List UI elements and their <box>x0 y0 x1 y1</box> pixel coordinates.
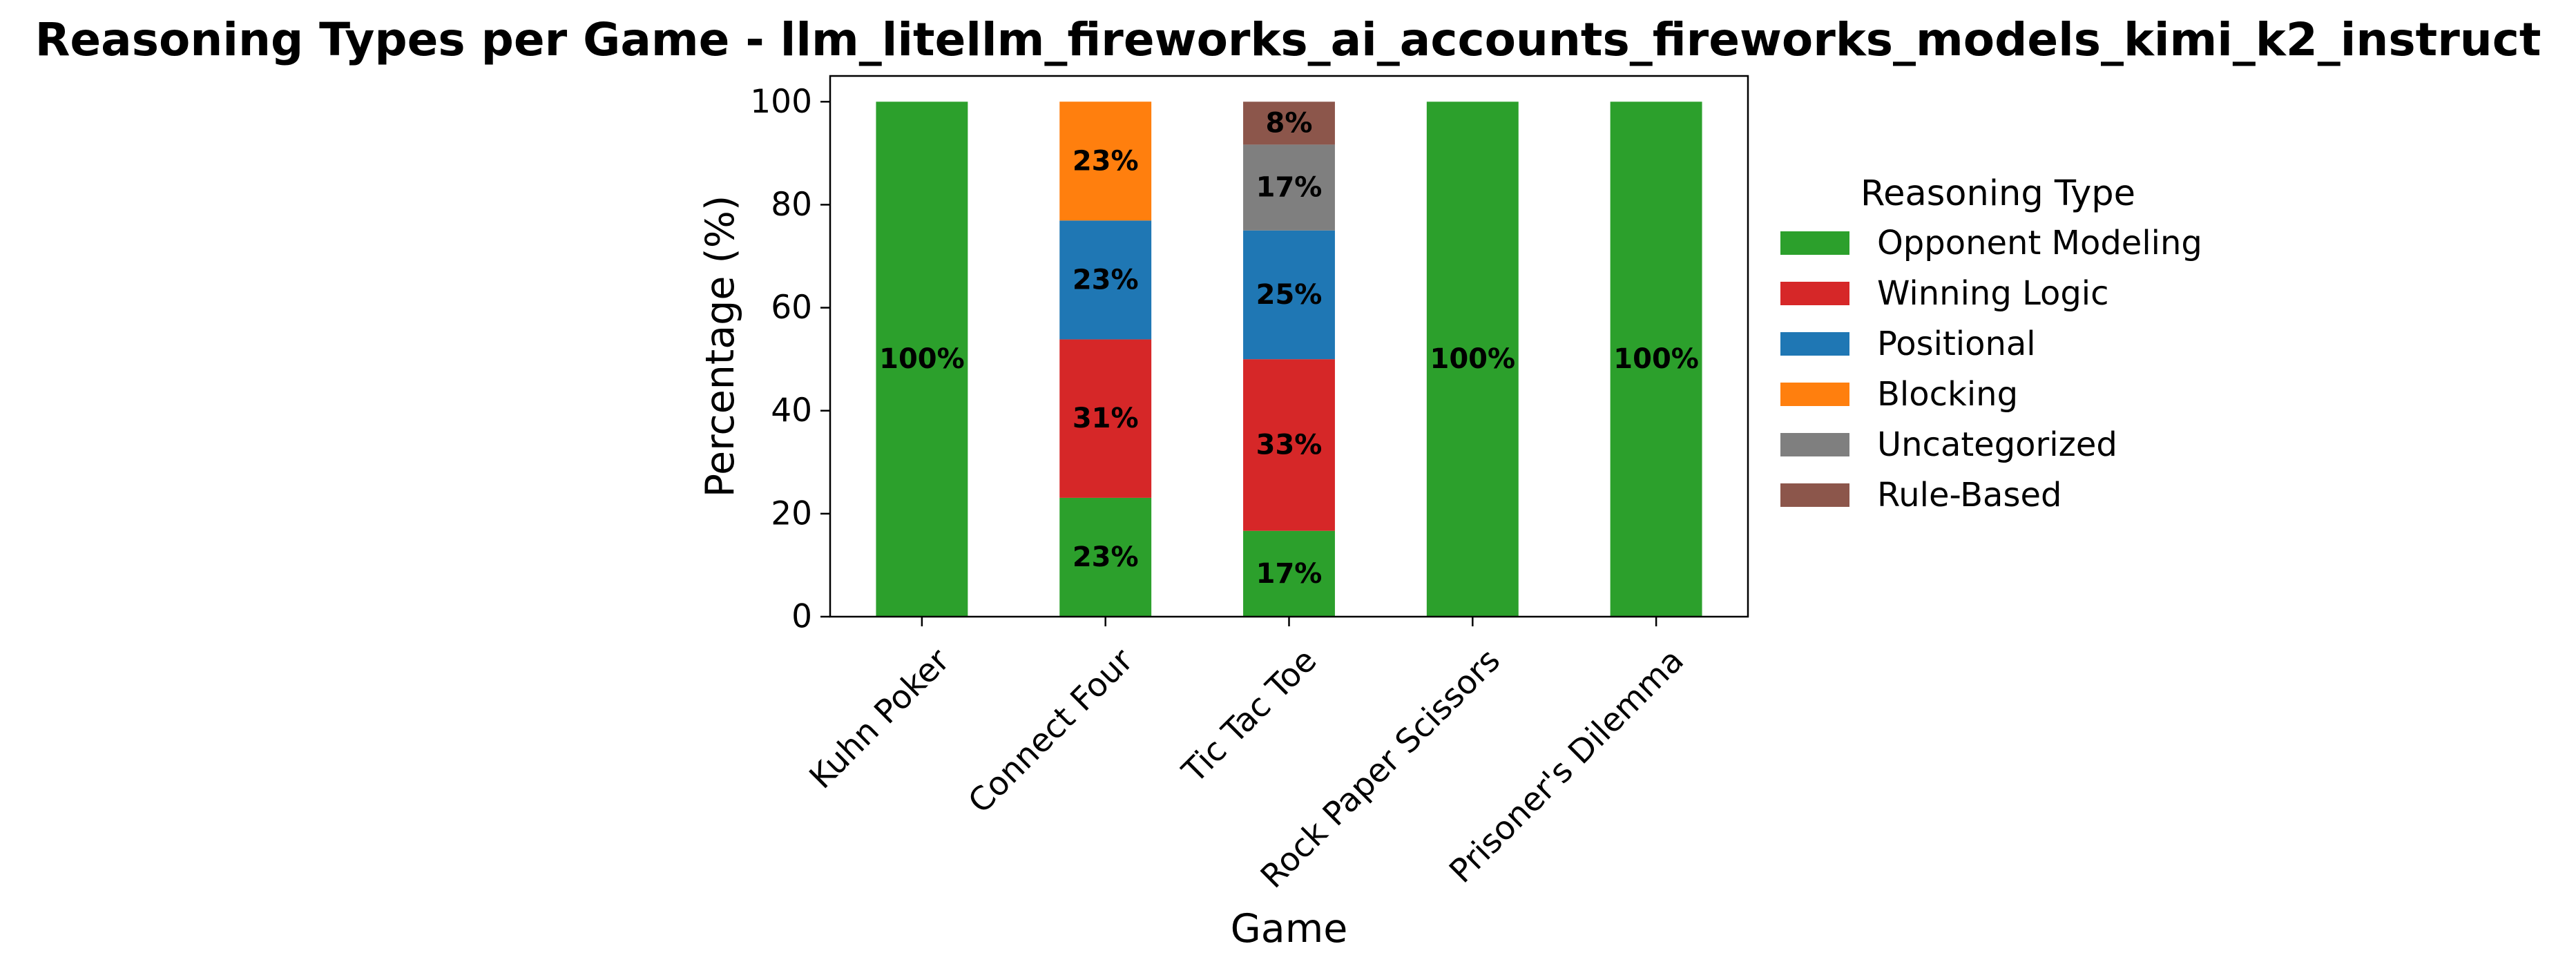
bar-value-label: 17% <box>1256 172 1323 204</box>
bar-segment <box>1610 102 1702 617</box>
legend-swatch <box>1780 383 1849 406</box>
bar-value-label: 23% <box>1073 264 1139 296</box>
legend-entry: Winning Logic <box>1877 274 2109 313</box>
bar-segment <box>1243 102 1335 145</box>
bar-value-label: 100% <box>879 343 965 375</box>
y-tick-label: 0 <box>791 598 812 636</box>
legend-swatch <box>1780 483 1849 507</box>
plot-area: 100% 23% 31% 23% 23% 17% 33% 25% 17% 8% 100% 100% 0 2… <box>698 75 1749 952</box>
bar-segment <box>1059 220 1152 340</box>
bar-segment <box>1243 530 1335 617</box>
legend: Reasoning Type Opponent Modeling Winning L… <box>1780 173 2202 514</box>
bar-segment <box>1059 102 1152 221</box>
bar-value-label: 8% <box>1266 107 1313 139</box>
bar-value-label: 23% <box>1073 145 1139 177</box>
y-tick-label: 100 <box>750 83 812 121</box>
x-tick-label: Tic Tac Toe <box>1175 642 1324 791</box>
bar-value-label: 23% <box>1073 541 1139 573</box>
y-tick-label: 60 <box>771 289 812 327</box>
x-axis-label: Game <box>1231 906 1348 952</box>
legend-entry: Rule-Based <box>1877 476 2061 514</box>
bar-value-label: 100% <box>1613 343 1699 375</box>
chart-title: Reasoning Types per Game - llm_litellm_f… <box>35 13 2541 66</box>
x-tick-label: Kuhn Poker <box>802 641 958 796</box>
legend-entry: Opponent Modeling <box>1877 224 2202 262</box>
bar-segment <box>1243 359 1335 531</box>
bar-segment <box>1243 144 1335 231</box>
bar-value-label: 100% <box>1430 343 1516 375</box>
legend-entry: Positional <box>1877 325 2036 363</box>
legend-swatch <box>1780 332 1849 356</box>
bar-segment <box>876 102 968 617</box>
bar-segment <box>1426 102 1519 617</box>
bar-value-label: 31% <box>1073 403 1139 434</box>
legend-swatch <box>1780 231 1849 255</box>
y-axis-label: Percentage (%) <box>698 195 743 497</box>
legend-swatch <box>1780 433 1849 456</box>
legend-swatch <box>1780 282 1849 305</box>
legend-entry: Blocking <box>1877 375 2018 414</box>
bar-value-label: 17% <box>1256 558 1323 590</box>
legend-title: Reasoning Type <box>1861 173 2135 214</box>
bar-value-label: 33% <box>1256 429 1323 461</box>
bar-segment <box>1243 230 1335 360</box>
y-tick-label: 40 <box>771 392 812 430</box>
y-tick-label: 20 <box>771 494 812 532</box>
y-tick-label: 80 <box>771 186 812 224</box>
bar-segment <box>1059 497 1152 617</box>
bar-value-label: 25% <box>1256 279 1323 311</box>
bar-segment <box>1059 339 1152 498</box>
x-tick-label: Connect Four <box>961 641 1141 820</box>
legend-entry: Uncategorized <box>1877 425 2117 464</box>
